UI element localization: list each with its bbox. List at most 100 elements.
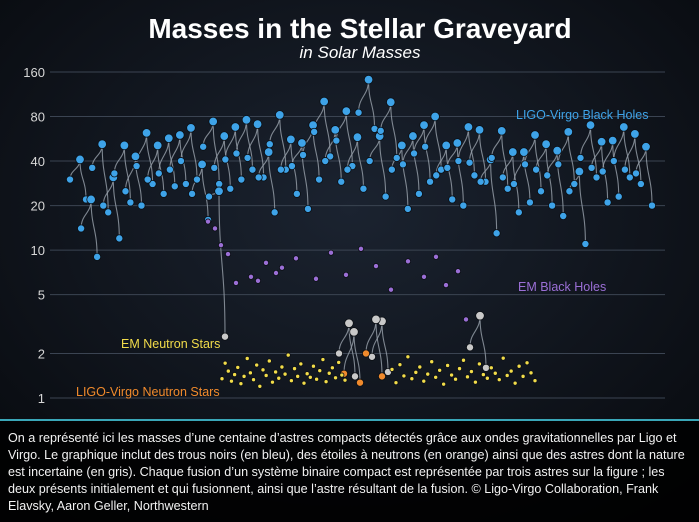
bh-merger-primary [565, 187, 574, 196]
em-black-hole-point [262, 259, 269, 266]
bh-merger-secondary [170, 182, 179, 191]
bh-merger-primary [454, 157, 463, 166]
bh-merger-remnant [641, 142, 651, 152]
em-black-hole-point [372, 263, 379, 270]
bh-merger-primary [232, 149, 241, 158]
gray-merger-primary [204, 192, 213, 201]
em-neutron-star-point [401, 373, 407, 379]
bh-merger-link [245, 119, 254, 170]
em-black-hole-point [247, 273, 254, 280]
em-black-hole-point [420, 273, 427, 280]
bh-merger-primary [287, 162, 296, 171]
em-neutron-star-point [317, 368, 323, 374]
em-neutron-star-point [285, 352, 291, 358]
bh-merger-secondary [503, 184, 512, 193]
bh-merger-remnant [164, 133, 174, 143]
em-neutron-star-point [417, 364, 423, 370]
figure-caption: On a représenté ici les masses d’une cen… [0, 419, 699, 522]
bh-merger-link [146, 132, 154, 184]
em-neutron-star-point [232, 372, 238, 378]
bh-merger-primary [620, 165, 629, 174]
bh-merger-primary [376, 126, 385, 135]
bh-merger-remnant [430, 111, 440, 122]
em-neutron-star-point [288, 378, 294, 384]
y-tick-label: 2 [38, 346, 45, 361]
bh-merger-remnant [519, 147, 529, 157]
em-black-hole-point [278, 264, 285, 271]
em-neutron-star-point [500, 355, 506, 361]
em-neutron-star-point [476, 361, 482, 367]
bh-merger-remnant [508, 147, 518, 157]
em-black-hole-point [292, 255, 299, 262]
em-black-hole-point [442, 282, 449, 289]
em-neutron-star-point [304, 371, 310, 377]
bh-merger-link [334, 129, 342, 182]
bh-merger-remnant [441, 140, 451, 151]
bh-merger-primary [410, 149, 419, 158]
bh-merger-primary [210, 163, 219, 172]
bh-merger-primary [66, 175, 75, 184]
em-neutron-star-point [484, 375, 490, 381]
gray-merger-link [218, 191, 226, 337]
bh-merger-secondary [559, 212, 568, 221]
bh-merger-remnant [608, 135, 618, 146]
em-neutron-star-point [228, 378, 234, 384]
gray-merger-secondary [481, 363, 490, 372]
bh-merger-remnant [419, 120, 429, 130]
bh-merger-link [379, 136, 387, 197]
bh-merger-remnant [119, 140, 130, 151]
bh-merger-secondary [315, 175, 324, 184]
gray-merger-primary [334, 349, 343, 358]
bh-merger-link [423, 125, 431, 182]
bh-merger-secondary [192, 175, 201, 184]
bh-merger-remnant [596, 137, 607, 147]
y-tick-label: 160 [23, 65, 45, 80]
y-tick-label: 80 [31, 110, 45, 125]
bh-merger-primary [543, 171, 552, 180]
bh-merger-primary [143, 175, 152, 184]
bh-merger-primary [176, 157, 185, 166]
bh-merger-remnant [152, 140, 163, 151]
em-black-hole-point [327, 249, 334, 256]
bh-merger-link [490, 159, 498, 234]
bh-merger-primary [199, 142, 208, 151]
em-black-hole-point [272, 270, 279, 277]
bh-merger-secondary [303, 204, 312, 213]
em-neutron-star-point [247, 370, 253, 376]
bh-merger-secondary [181, 179, 190, 188]
bh-merger-primary [332, 136, 341, 145]
bh-merger-link [501, 130, 509, 189]
bh-merger-remnant [130, 151, 141, 162]
bh-merger-link [90, 199, 98, 257]
ns-merger-remnant [349, 327, 359, 337]
gray-merger-primary [465, 343, 474, 352]
bh-merger-primary [498, 173, 507, 182]
bh-merger-secondary [470, 171, 479, 180]
bh-merger-primary [632, 169, 641, 178]
em-neutron-star-point [329, 365, 335, 371]
em-neutron-star-point [251, 377, 257, 383]
bh-merger-secondary [381, 192, 390, 201]
em-neutron-star-point [421, 378, 427, 384]
bh-merger-link [345, 111, 353, 167]
bh-merger-remnant [86, 194, 96, 205]
em-black-hole-point [454, 268, 461, 275]
bh-merger-remnant [208, 116, 218, 127]
em-black-hole-point [232, 279, 239, 286]
em-neutron-star-point [457, 366, 463, 372]
bh-merger-primary [432, 171, 441, 180]
bh-merger-link [257, 124, 265, 178]
bh-merger-remnant [497, 126, 507, 136]
bh-merger-secondary [326, 152, 335, 161]
em-black-hole-point [462, 316, 469, 323]
em-neutron-star-point [516, 363, 522, 369]
em-neutron-star-point [480, 372, 486, 378]
em-black-hole-point [211, 225, 218, 232]
em-neutron-star-point [449, 372, 455, 378]
ns-merger-primary [361, 349, 370, 358]
bh-merger-remnant [330, 125, 340, 135]
bh-merger-remnant [186, 123, 196, 133]
em-black-hole-point [404, 258, 411, 265]
bh-merger-secondary [93, 252, 102, 261]
bh-merger-link [190, 127, 198, 180]
